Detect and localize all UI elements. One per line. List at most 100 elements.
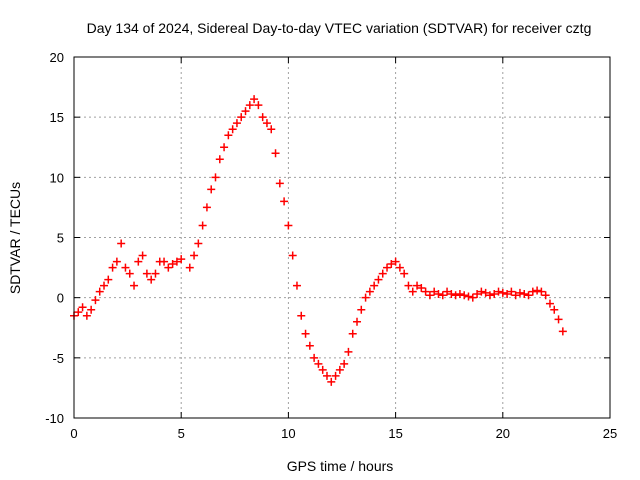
y-tick-label: 0 <box>57 291 64 306</box>
data-point <box>117 239 126 248</box>
data-point <box>370 281 379 290</box>
data-point <box>520 290 529 299</box>
data-point <box>104 275 113 284</box>
data-point <box>100 281 109 290</box>
x-tick-label: 20 <box>496 426 510 441</box>
data-point <box>387 259 396 268</box>
data-point <box>481 288 490 297</box>
data-point <box>558 327 567 336</box>
data-point <box>421 287 430 296</box>
data-point <box>275 179 284 188</box>
data-point <box>434 290 443 299</box>
y-tick-label: 15 <box>50 110 64 125</box>
data-point <box>348 329 357 338</box>
data-point <box>172 257 181 266</box>
data-point <box>237 113 246 122</box>
data-point <box>185 263 194 272</box>
data-point <box>408 287 417 296</box>
plot-frame <box>73 56 611 419</box>
data-point <box>361 293 370 302</box>
data-point <box>177 255 186 264</box>
data-point <box>262 119 271 128</box>
data-point <box>220 143 229 152</box>
data-point <box>250 95 259 104</box>
data-point <box>284 221 293 230</box>
data-point <box>340 359 349 368</box>
data-point <box>331 371 340 380</box>
grid-layer <box>74 57 610 418</box>
data-point <box>477 287 486 296</box>
data-point <box>164 263 173 272</box>
data-point <box>280 197 289 206</box>
data-point <box>503 290 512 299</box>
data-point <box>383 263 392 272</box>
data-point <box>357 305 366 314</box>
data-point <box>417 284 426 293</box>
data-point <box>142 269 151 278</box>
data-point <box>374 275 383 284</box>
data-point <box>485 291 494 300</box>
data-point <box>168 259 177 268</box>
y-axis-label: SDTVAR / TECUs <box>7 182 23 294</box>
data-point <box>108 263 117 272</box>
data-point <box>327 377 336 386</box>
x-tick-label: 10 <box>281 426 295 441</box>
data-point <box>160 257 169 266</box>
data-point <box>490 290 499 299</box>
data-point <box>550 305 559 314</box>
data-point <box>322 371 331 380</box>
data-point <box>134 257 143 266</box>
data-point <box>335 365 344 374</box>
data-point <box>87 305 96 314</box>
y-tick-label: -10 <box>45 411 64 426</box>
data-point <box>413 281 422 290</box>
data-point <box>310 353 319 362</box>
data-point <box>190 251 199 260</box>
data-point <box>91 296 100 305</box>
data-point <box>297 311 306 320</box>
data-point <box>554 315 563 324</box>
data-point <box>524 291 533 300</box>
data-point <box>353 317 362 326</box>
x-axis-label: GPS time / hours <box>287 458 394 474</box>
data-point <box>464 292 473 301</box>
data-point <box>228 125 237 134</box>
data-point <box>125 269 134 278</box>
data-point <box>318 365 327 374</box>
data-point <box>468 293 477 302</box>
data-point <box>121 263 130 272</box>
data-point <box>494 287 503 296</box>
data-point <box>198 221 207 230</box>
y-tick-label: 5 <box>57 231 64 246</box>
data-point <box>224 131 233 140</box>
data-point <box>82 311 91 320</box>
data-point <box>541 291 550 300</box>
data-point <box>232 119 241 128</box>
data-point <box>314 359 323 368</box>
data-point <box>438 291 447 300</box>
chart-title: Day 134 of 2024, Sidereal Day-to-day VTE… <box>87 20 592 36</box>
data-point <box>511 291 520 300</box>
data-point <box>498 288 507 297</box>
data-point <box>292 281 301 290</box>
data-point <box>455 290 464 299</box>
data-point <box>443 287 452 296</box>
data-point <box>400 269 409 278</box>
data-point <box>537 287 546 296</box>
data-point <box>112 257 121 266</box>
data-point <box>130 281 139 290</box>
data-point <box>451 291 460 300</box>
y-tick-label: 10 <box>50 170 64 185</box>
data-point <box>473 290 482 299</box>
data-point <box>74 308 83 317</box>
data-point <box>215 155 224 164</box>
data-point <box>305 341 314 350</box>
data-point <box>78 303 87 312</box>
x-tick-label: 5 <box>178 426 185 441</box>
x-tick-label: 25 <box>603 426 617 441</box>
data-point <box>365 287 374 296</box>
data-point <box>211 173 220 182</box>
data-point <box>404 281 413 290</box>
data-point <box>395 263 404 272</box>
data-point <box>533 286 542 295</box>
